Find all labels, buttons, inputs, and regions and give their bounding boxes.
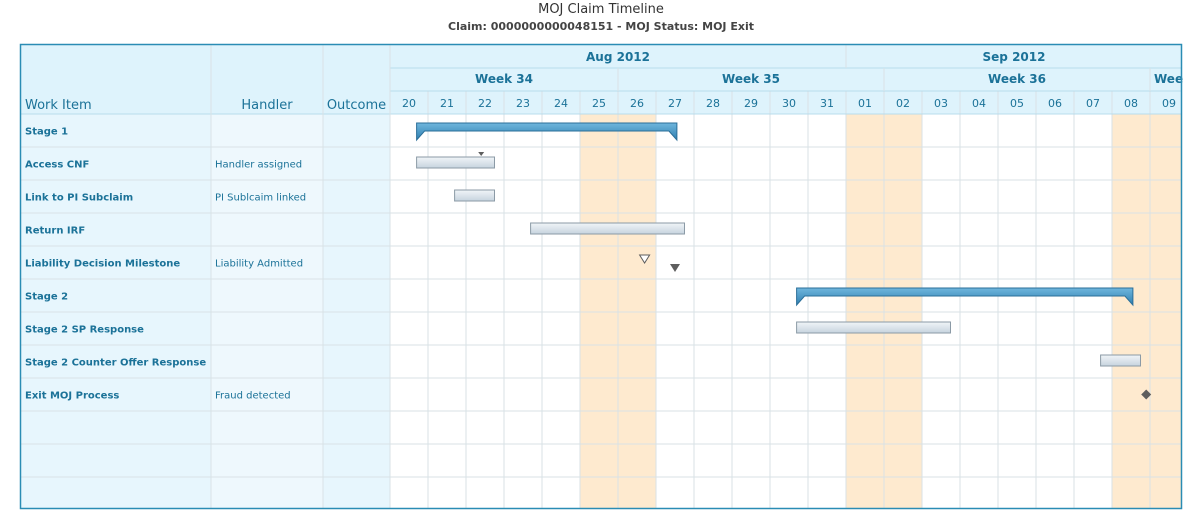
- chart-title: MOJ Claim Timeline: [538, 2, 664, 17]
- week-label: Week 34: [475, 72, 533, 86]
- day-label: 20: [402, 97, 416, 110]
- diamond-milestone: [1141, 389, 1152, 400]
- month-label: Aug 2012: [586, 50, 650, 64]
- day-label: 02: [896, 97, 910, 110]
- column-header-handler: Handler: [241, 98, 293, 113]
- day-label: 03: [934, 97, 948, 110]
- work-item-label: Liability Decision Milestone: [25, 259, 180, 270]
- day-label: 27: [668, 97, 682, 110]
- chart-border: [19, 43, 1183, 510]
- day-label: 23: [516, 97, 530, 110]
- task-bar: [416, 156, 496, 169]
- task-bar: [454, 189, 496, 202]
- handler-label: Liability Admitted: [215, 259, 303, 270]
- day-label: 01: [858, 97, 872, 110]
- work-item-label: Stage 2: [25, 292, 68, 303]
- handler-label: PI Sublcaim linked: [215, 193, 306, 204]
- day-label: 05: [1010, 97, 1024, 110]
- day-label: 09: [1162, 97, 1176, 110]
- handler-label: Fraud detected: [215, 391, 291, 402]
- left-header-bg: [20, 44, 390, 114]
- work-item-label: Stage 2 Counter Offer Response: [25, 358, 206, 369]
- day-label: 28: [706, 97, 720, 110]
- day-label: 06: [1048, 97, 1062, 110]
- day-label: 21: [440, 97, 454, 110]
- left-panel-bg: [20, 44, 390, 509]
- work-item-label: Exit MOJ Process: [25, 391, 119, 402]
- month-label: Sep 2012: [983, 50, 1046, 64]
- summary-bar: [416, 122, 678, 142]
- day-label: 30: [782, 97, 796, 110]
- day-label: 26: [630, 97, 644, 110]
- day-label: 25: [592, 97, 606, 110]
- day-label: 31: [820, 97, 834, 110]
- small-marker: [478, 152, 485, 156]
- work-item-label: Stage 1: [25, 127, 68, 138]
- chart-subtitle: Claim: 0000000000048151 - MOJ Status: MO…: [448, 20, 754, 33]
- work-item-label: Link to PI Subclaim: [25, 193, 133, 204]
- work-item-label: Stage 2 SP Response: [25, 325, 144, 336]
- work-item-label: Return IRF: [25, 226, 85, 237]
- task-bar: [530, 222, 685, 235]
- column-header-outcome: Outcome: [327, 98, 386, 113]
- day-label: 04: [972, 97, 986, 110]
- week-label: Week 36: [988, 72, 1046, 86]
- timeline-header-bg: [390, 44, 1182, 114]
- work-item-label: Access CNF: [25, 160, 89, 171]
- task-bar: [1100, 354, 1141, 367]
- handler-column-bg: [211, 44, 323, 509]
- day-label: 29: [744, 97, 758, 110]
- column-header-work-item: Work Item: [25, 98, 92, 113]
- day-label: 08: [1124, 97, 1138, 110]
- day-label: 07: [1086, 97, 1100, 110]
- open-milestone: [638, 254, 651, 264]
- handler-label: Handler assigned: [215, 160, 302, 171]
- task-bar: [796, 321, 951, 334]
- day-label: 22: [478, 97, 492, 110]
- filled-milestone: [670, 264, 680, 272]
- week-label: Week 35: [722, 72, 780, 86]
- week-label: Wee: [1154, 72, 1183, 86]
- summary-bar: [796, 287, 1134, 307]
- day-label: 24: [554, 97, 568, 110]
